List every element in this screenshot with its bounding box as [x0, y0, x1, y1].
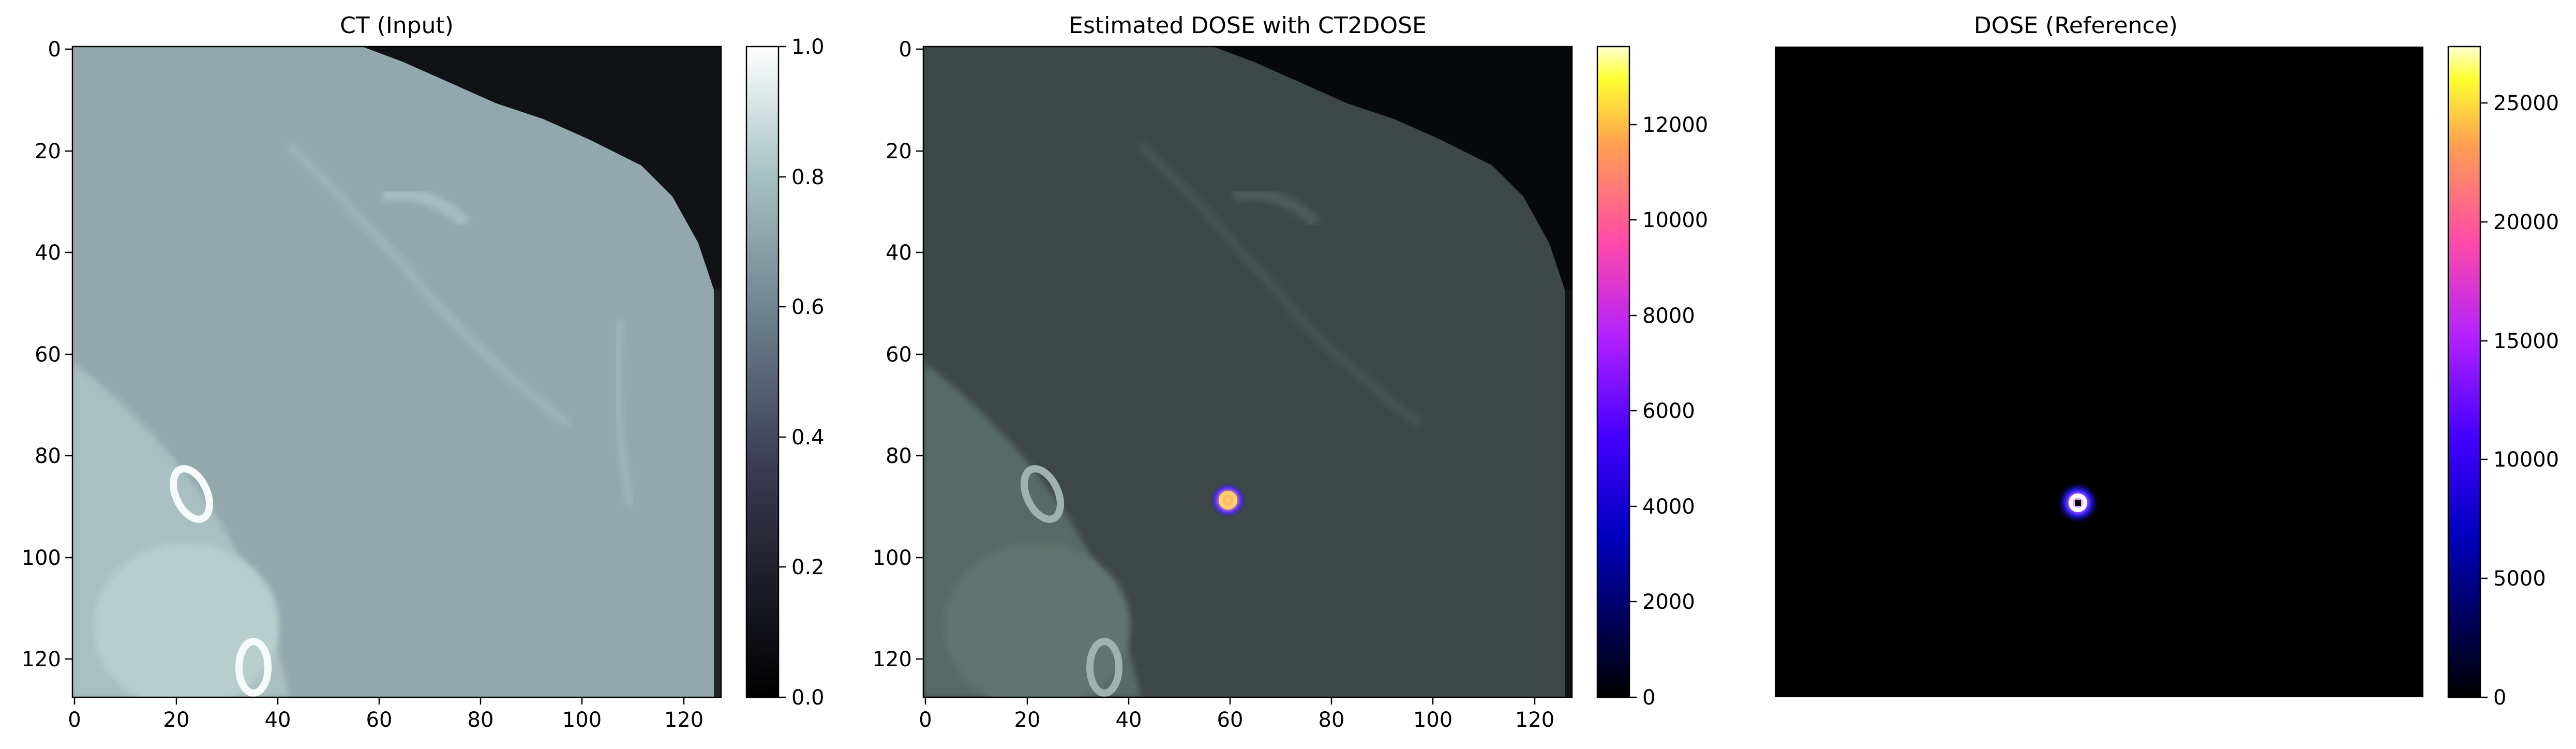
x-tick-label: 0 [68, 708, 81, 732]
colorbar-tick-label: 25000 [2493, 92, 2559, 115]
colorbar-tick-label: 0.6 [791, 295, 825, 319]
colorbar-tick-label: 0 [1642, 686, 1655, 710]
ct-image [72, 47, 721, 697]
y-tick-label: 60 [886, 343, 912, 367]
colorbar-tick-label: 5000 [2493, 567, 2546, 591]
x-axis-ticks: 0 20 40 60 80 100 120 [919, 697, 1554, 732]
x-tick-label: 40 [1116, 708, 1142, 732]
colorbar-tick-label: 10000 [1642, 208, 1708, 232]
x-tick-label: 80 [1319, 708, 1345, 732]
x-tick-label: 120 [664, 708, 703, 732]
x-tick-label: 100 [1413, 708, 1452, 732]
colorbar [1596, 46, 1630, 698]
ct-input-figure: CT (Input) 0 20 40 60 80 100 120 [22, 12, 825, 732]
colorbar-tick-label: 1.0 [791, 35, 825, 59]
colorbar-tick-label: 6000 [1642, 399, 1695, 423]
y-tick-label: 0 [899, 38, 912, 62]
x-tick-label: 60 [366, 708, 393, 732]
y-tick-label: 20 [886, 140, 912, 163]
estimated-dose-figure: Estimated DOSE with CT2DOSE 0 20 40 60 8… [873, 12, 1709, 732]
colorbar-tick-label: 8000 [1642, 304, 1695, 328]
y-tick-label: 100 [22, 546, 61, 570]
y-tick-label: 40 [886, 241, 912, 265]
colorbar-tick-label: 0 [2493, 686, 2506, 710]
colorbar-tick-label: 10000 [2493, 448, 2559, 472]
dose-hotspot [1210, 483, 1246, 518]
dose-reference-image [1775, 47, 2423, 697]
estimated-dose-image [923, 47, 1572, 697]
colorbar-tick-label: 12000 [1642, 113, 1708, 137]
panel-estimated-dose: Estimated DOSE with CT2DOSE 0 20 40 60 8… [851, 0, 1717, 747]
colorbar-tick-label: 0.2 [791, 556, 825, 579]
x-tick-label: 20 [163, 708, 190, 732]
colorbar-tick-label: 0.8 [791, 166, 825, 189]
dose-reference-figure: DOSE (Reference) 0 5000 10000 15000 2000… [1775, 12, 2559, 710]
x-tick-label: 100 [562, 708, 602, 732]
y-tick-label: 120 [22, 648, 61, 671]
colorbar-ticks: 0 2000 4000 6000 8000 10000 12000 [1629, 113, 1708, 710]
colorbar [745, 46, 780, 698]
y-tick-label: 80 [886, 444, 912, 468]
y-tick-label: 40 [35, 241, 61, 265]
y-axis-ticks: 0 20 40 60 80 100 120 [22, 38, 72, 671]
y-tick-label: 0 [48, 38, 61, 62]
panel-title: DOSE (Reference) [1974, 12, 2178, 39]
colorbar [2447, 46, 2481, 698]
panel-title: CT (Input) [340, 12, 454, 39]
y-tick-label: 80 [35, 444, 61, 468]
colorbar-tick-label: 0.4 [791, 426, 825, 450]
y-tick-label: 60 [35, 343, 61, 367]
y-tick-label: 120 [873, 648, 912, 671]
colorbar-tick-label: 15000 [2493, 329, 2559, 353]
colorbar-tick-label: 4000 [1642, 495, 1695, 519]
colorbar-ticks: 0 5000 10000 15000 20000 25000 [2480, 92, 2559, 710]
colorbar-tick-label: 0.0 [791, 686, 825, 710]
panel-title: Estimated DOSE with CT2DOSE [1069, 12, 1427, 39]
x-tick-label: 60 [1217, 708, 1244, 732]
x-tick-label: 40 [265, 708, 291, 732]
panel-dose-reference: DOSE (Reference) 0 5000 10000 15000 2000… [1702, 0, 2576, 747]
colorbar-tick-label: 20000 [2493, 211, 2559, 234]
panel-ct-input: CT (Input) 0 20 40 60 80 100 120 [0, 0, 859, 747]
x-tick-label: 20 [1014, 708, 1041, 732]
y-tick-label: 100 [873, 546, 912, 570]
x-tick-label: 0 [919, 708, 932, 732]
x-tick-label: 120 [1515, 708, 1554, 732]
colorbar-tick-label: 2000 [1642, 590, 1695, 614]
x-tick-label: 80 [468, 708, 494, 732]
colorbar-ticks: 0.0 0.2 0.4 0.6 0.8 1.0 [778, 35, 825, 710]
y-tick-label: 20 [35, 140, 61, 163]
y-axis-ticks: 0 20 40 60 80 100 120 [873, 38, 923, 671]
x-axis-ticks: 0 20 40 60 80 100 120 [68, 697, 703, 732]
